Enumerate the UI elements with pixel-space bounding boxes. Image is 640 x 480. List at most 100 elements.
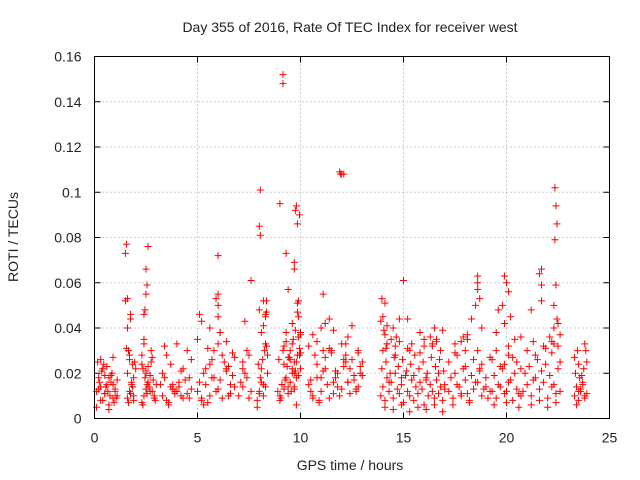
data-point bbox=[129, 383, 137, 391]
data-point bbox=[132, 365, 140, 373]
data-point bbox=[552, 399, 560, 407]
data-point bbox=[323, 381, 331, 389]
data-point bbox=[344, 333, 352, 341]
data-point bbox=[455, 383, 463, 391]
data-point bbox=[478, 324, 486, 332]
data-point bbox=[439, 326, 447, 334]
data-point bbox=[509, 353, 517, 361]
data-point bbox=[348, 322, 356, 330]
data-point bbox=[461, 347, 469, 355]
data-point bbox=[257, 329, 265, 337]
data-point bbox=[574, 347, 582, 355]
data-point bbox=[379, 383, 387, 391]
data-point bbox=[445, 358, 453, 366]
data-point bbox=[509, 396, 517, 404]
data-point bbox=[276, 200, 284, 208]
data-point bbox=[101, 390, 109, 398]
y-axis-label: ROTI / TECUs bbox=[5, 192, 21, 282]
data-point bbox=[482, 374, 490, 382]
data-point bbox=[204, 399, 212, 407]
data-point bbox=[158, 369, 166, 377]
data-point bbox=[411, 351, 419, 359]
data-point bbox=[128, 378, 136, 386]
data-point bbox=[175, 383, 183, 391]
data-point bbox=[408, 340, 416, 348]
data-point bbox=[183, 390, 191, 398]
data-point bbox=[224, 392, 232, 400]
data-point bbox=[424, 392, 432, 400]
data-point bbox=[101, 372, 109, 380]
data-point bbox=[290, 369, 298, 377]
data-point bbox=[397, 401, 405, 409]
y-tick-label: 0.1 bbox=[62, 184, 82, 200]
data-point bbox=[395, 390, 403, 398]
data-point bbox=[575, 387, 583, 395]
data-point bbox=[259, 392, 267, 400]
data-point bbox=[257, 365, 265, 373]
data-point bbox=[317, 324, 325, 332]
data-point bbox=[327, 349, 335, 357]
data-point bbox=[581, 340, 589, 348]
data-point bbox=[288, 365, 296, 373]
data-point bbox=[340, 356, 348, 364]
data-point bbox=[292, 202, 300, 210]
data-point bbox=[382, 358, 390, 366]
data-point bbox=[111, 387, 119, 395]
data-point bbox=[467, 315, 475, 323]
data-point bbox=[412, 383, 420, 391]
data-point bbox=[218, 394, 226, 402]
data-point bbox=[478, 392, 486, 400]
data-point bbox=[544, 394, 552, 402]
data-point bbox=[206, 324, 214, 332]
data-point bbox=[279, 71, 287, 79]
data-point bbox=[281, 376, 289, 384]
data-point bbox=[127, 310, 135, 318]
data-point bbox=[427, 353, 435, 361]
data-point bbox=[391, 351, 399, 359]
data-point bbox=[161, 342, 169, 350]
data-point bbox=[141, 374, 149, 382]
data-point bbox=[383, 322, 391, 330]
data-point bbox=[151, 396, 159, 404]
data-point bbox=[148, 353, 156, 361]
data-point bbox=[239, 358, 247, 366]
data-point bbox=[294, 313, 302, 321]
data-point bbox=[255, 222, 263, 230]
data-point bbox=[553, 220, 561, 228]
data-point bbox=[142, 265, 150, 273]
data-point bbox=[255, 306, 263, 314]
data-point bbox=[445, 387, 453, 395]
data-point bbox=[527, 392, 535, 400]
data-point bbox=[428, 387, 436, 395]
data-point bbox=[222, 367, 230, 375]
data-point bbox=[416, 349, 424, 357]
data-point bbox=[138, 360, 146, 368]
data-point bbox=[387, 335, 395, 343]
data-point bbox=[378, 365, 386, 373]
data-point bbox=[239, 383, 247, 391]
data-point bbox=[214, 313, 222, 321]
data-point bbox=[385, 387, 393, 395]
data-point bbox=[583, 358, 591, 366]
data-point bbox=[356, 369, 364, 377]
x-tick-label: 0 bbox=[91, 430, 99, 446]
data-point bbox=[397, 374, 405, 382]
data-point bbox=[414, 403, 422, 411]
data-point bbox=[196, 378, 204, 386]
data-point bbox=[507, 313, 515, 321]
x-axis-label: GPS time / hours bbox=[297, 457, 404, 473]
data-point bbox=[129, 360, 137, 368]
data-point bbox=[546, 333, 554, 341]
data-point bbox=[538, 297, 546, 305]
data-point bbox=[505, 288, 513, 296]
data-point bbox=[556, 331, 564, 339]
data-point bbox=[202, 365, 210, 373]
data-point bbox=[340, 362, 348, 370]
data-point bbox=[527, 401, 535, 409]
data-point bbox=[395, 338, 403, 346]
data-point bbox=[274, 387, 282, 395]
data-point bbox=[185, 394, 193, 402]
data-point bbox=[552, 202, 560, 210]
data-point bbox=[290, 258, 298, 266]
data-point bbox=[535, 396, 543, 404]
